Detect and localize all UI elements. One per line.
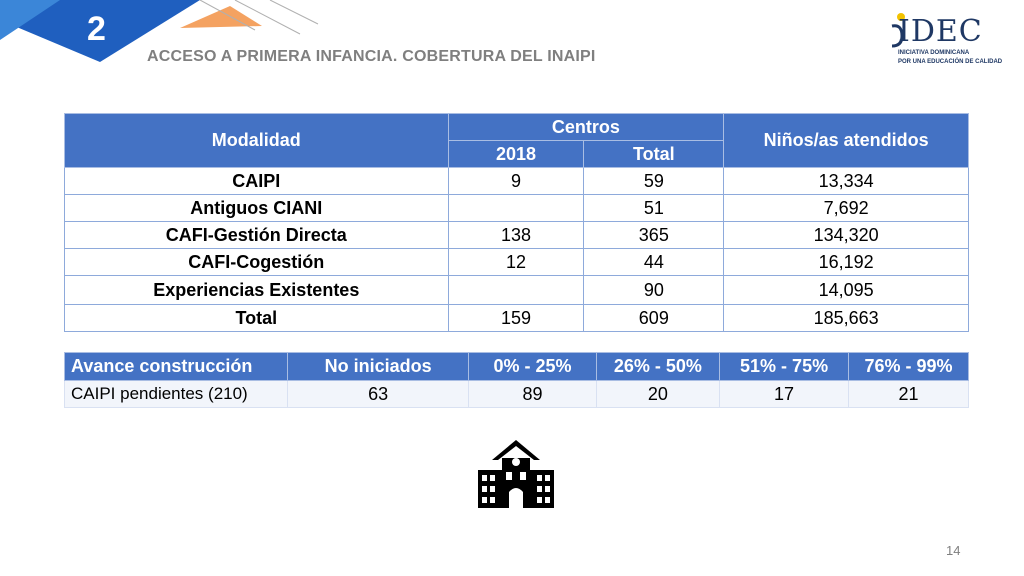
cell-2018: 138	[447, 221, 585, 249]
row-label: CAFI-Cogestión	[64, 248, 449, 276]
row-label: Antiguos CIANI	[64, 194, 449, 222]
cell-total: 365	[583, 221, 725, 249]
logo-subtitle-1: INICIATIVA DOMINICANA	[898, 50, 970, 56]
coverage-table: Modalidad Centros Niños/as atendidos 201…	[64, 113, 969, 332]
row-label: CAIPI pendientes (210)	[64, 380, 288, 408]
header-modalidad: Modalidad	[64, 113, 449, 168]
cell-total: 609	[583, 304, 725, 332]
cell-2018: 159	[447, 304, 585, 332]
cell-0-25: 89	[468, 380, 597, 408]
page-number: 14	[946, 543, 961, 558]
cell-26-50: 20	[595, 380, 721, 408]
row-label: Experiencias Existentes	[64, 275, 449, 305]
cell-ninos: 7,692	[723, 194, 969, 222]
row-label: CAFI-Gestión Directa	[64, 221, 449, 249]
cell-ninos: 16,192	[723, 248, 969, 276]
table-row: CAIPI pendientes (210) 63 89 20 17 21	[64, 380, 969, 408]
header-ninos: Niños/as atendidos	[723, 113, 969, 168]
cell-76-99: 21	[848, 380, 969, 408]
cell-no-iniciados: 63	[286, 380, 470, 408]
cell-total: 90	[583, 275, 725, 305]
table-row: Experiencias Existentes 90 14,095	[64, 275, 969, 305]
cell-2018	[447, 194, 585, 222]
cell-51-75: 17	[719, 380, 850, 408]
header-no-iniciados: No iniciados	[286, 352, 470, 381]
table-row: CAFI-Cogestión 12 44 16,192	[64, 248, 969, 276]
header-0-25: 0% - 25%	[468, 352, 597, 381]
cell-total: 51	[583, 194, 725, 222]
table-row: CAIPI 9 59 13,334	[64, 167, 969, 195]
header-avance: Avance construcción	[64, 352, 288, 381]
row-label: CAIPI	[64, 167, 449, 195]
slide-title: ACCESO A PRIMERA INFANCIA. COBERTURA DEL…	[147, 48, 596, 65]
header-centros: Centros	[447, 113, 725, 141]
logo-figure-icon	[891, 13, 905, 48]
cell-2018: 9	[447, 167, 585, 195]
table-row: CAFI-Gestión Directa 138 365 134,320	[64, 221, 969, 249]
cell-ninos: 13,334	[723, 167, 969, 195]
cell-ninos: 14,095	[723, 275, 969, 305]
table-row-total: Total 159 609 185,663	[64, 304, 969, 332]
cell-ninos: 134,320	[723, 221, 969, 249]
header-76-99: 76% - 99%	[848, 352, 969, 381]
table-row: Antiguos CIANI 51 7,692	[64, 194, 969, 222]
cell-total: 44	[583, 248, 725, 276]
school-building-icon	[478, 440, 554, 508]
header-2018: 2018	[447, 140, 585, 168]
cell-ninos: 185,663	[723, 304, 969, 332]
logo-subtitle-2: POR UNA EDUCACIÓN DE CALIDAD	[898, 59, 1003, 65]
cell-2018: 12	[447, 248, 585, 276]
cell-total: 59	[583, 167, 725, 195]
header-51-75: 51% - 75%	[719, 352, 850, 381]
header-26-50: 26% - 50%	[595, 352, 721, 381]
construction-progress-table: Avance construcción No iniciados 0% - 25…	[64, 352, 969, 408]
cell-2018	[447, 275, 585, 305]
logo-wordmark: IDEC	[898, 14, 983, 49]
row-label: Total	[64, 304, 449, 332]
slide-number: 2	[87, 10, 106, 48]
corner-decoration	[0, 0, 319, 62]
header-total: Total	[583, 140, 725, 168]
